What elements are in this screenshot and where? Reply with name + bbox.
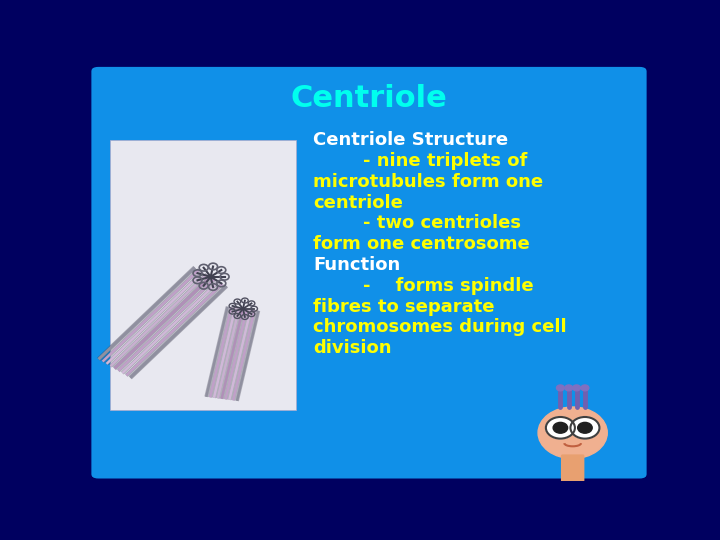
FancyBboxPatch shape: [99, 72, 639, 474]
Circle shape: [557, 385, 564, 391]
FancyBboxPatch shape: [96, 69, 642, 476]
FancyBboxPatch shape: [99, 71, 639, 474]
FancyBboxPatch shape: [100, 72, 638, 473]
Text: Centriole: Centriole: [291, 84, 447, 112]
FancyBboxPatch shape: [98, 71, 640, 475]
Text: Function: Function: [313, 256, 400, 274]
Text: microtubules form one: microtubules form one: [313, 173, 544, 191]
Text: form one centrosome: form one centrosome: [313, 235, 530, 253]
FancyBboxPatch shape: [101, 73, 637, 472]
FancyBboxPatch shape: [109, 140, 297, 410]
FancyBboxPatch shape: [96, 69, 642, 476]
FancyBboxPatch shape: [101, 73, 637, 472]
FancyBboxPatch shape: [99, 71, 639, 474]
FancyBboxPatch shape: [99, 72, 639, 474]
FancyBboxPatch shape: [97, 70, 641, 475]
FancyBboxPatch shape: [97, 70, 641, 475]
Text: division: division: [313, 339, 392, 357]
Circle shape: [553, 422, 567, 433]
Text: - two centrioles: - two centrioles: [313, 214, 521, 233]
FancyBboxPatch shape: [98, 71, 640, 475]
FancyBboxPatch shape: [97, 70, 641, 475]
FancyBboxPatch shape: [99, 72, 639, 474]
Circle shape: [565, 385, 572, 391]
Circle shape: [538, 407, 607, 458]
FancyBboxPatch shape: [87, 63, 651, 483]
Circle shape: [572, 385, 580, 391]
Text: chromosomes during cell: chromosomes during cell: [313, 319, 567, 336]
Text: fibres to separate: fibres to separate: [313, 298, 495, 316]
Text: Centriole Structure: Centriole Structure: [313, 131, 508, 150]
Circle shape: [546, 417, 575, 438]
FancyBboxPatch shape: [99, 71, 639, 474]
FancyBboxPatch shape: [96, 70, 642, 476]
Text: -    forms spindle: - forms spindle: [313, 277, 534, 295]
FancyBboxPatch shape: [97, 70, 641, 476]
FancyBboxPatch shape: [96, 69, 642, 476]
FancyBboxPatch shape: [96, 69, 642, 476]
Circle shape: [577, 422, 593, 433]
FancyBboxPatch shape: [101, 73, 637, 472]
FancyBboxPatch shape: [99, 72, 639, 474]
Circle shape: [581, 385, 589, 391]
FancyBboxPatch shape: [100, 72, 638, 473]
Circle shape: [570, 417, 600, 438]
FancyBboxPatch shape: [96, 70, 642, 476]
FancyBboxPatch shape: [100, 72, 638, 473]
FancyBboxPatch shape: [100, 72, 638, 473]
FancyBboxPatch shape: [99, 71, 639, 474]
Text: centriole: centriole: [313, 194, 403, 212]
Text: - nine triplets of: - nine triplets of: [313, 152, 528, 170]
FancyBboxPatch shape: [561, 454, 585, 482]
FancyBboxPatch shape: [96, 70, 642, 476]
FancyBboxPatch shape: [98, 71, 640, 475]
FancyBboxPatch shape: [98, 71, 640, 475]
